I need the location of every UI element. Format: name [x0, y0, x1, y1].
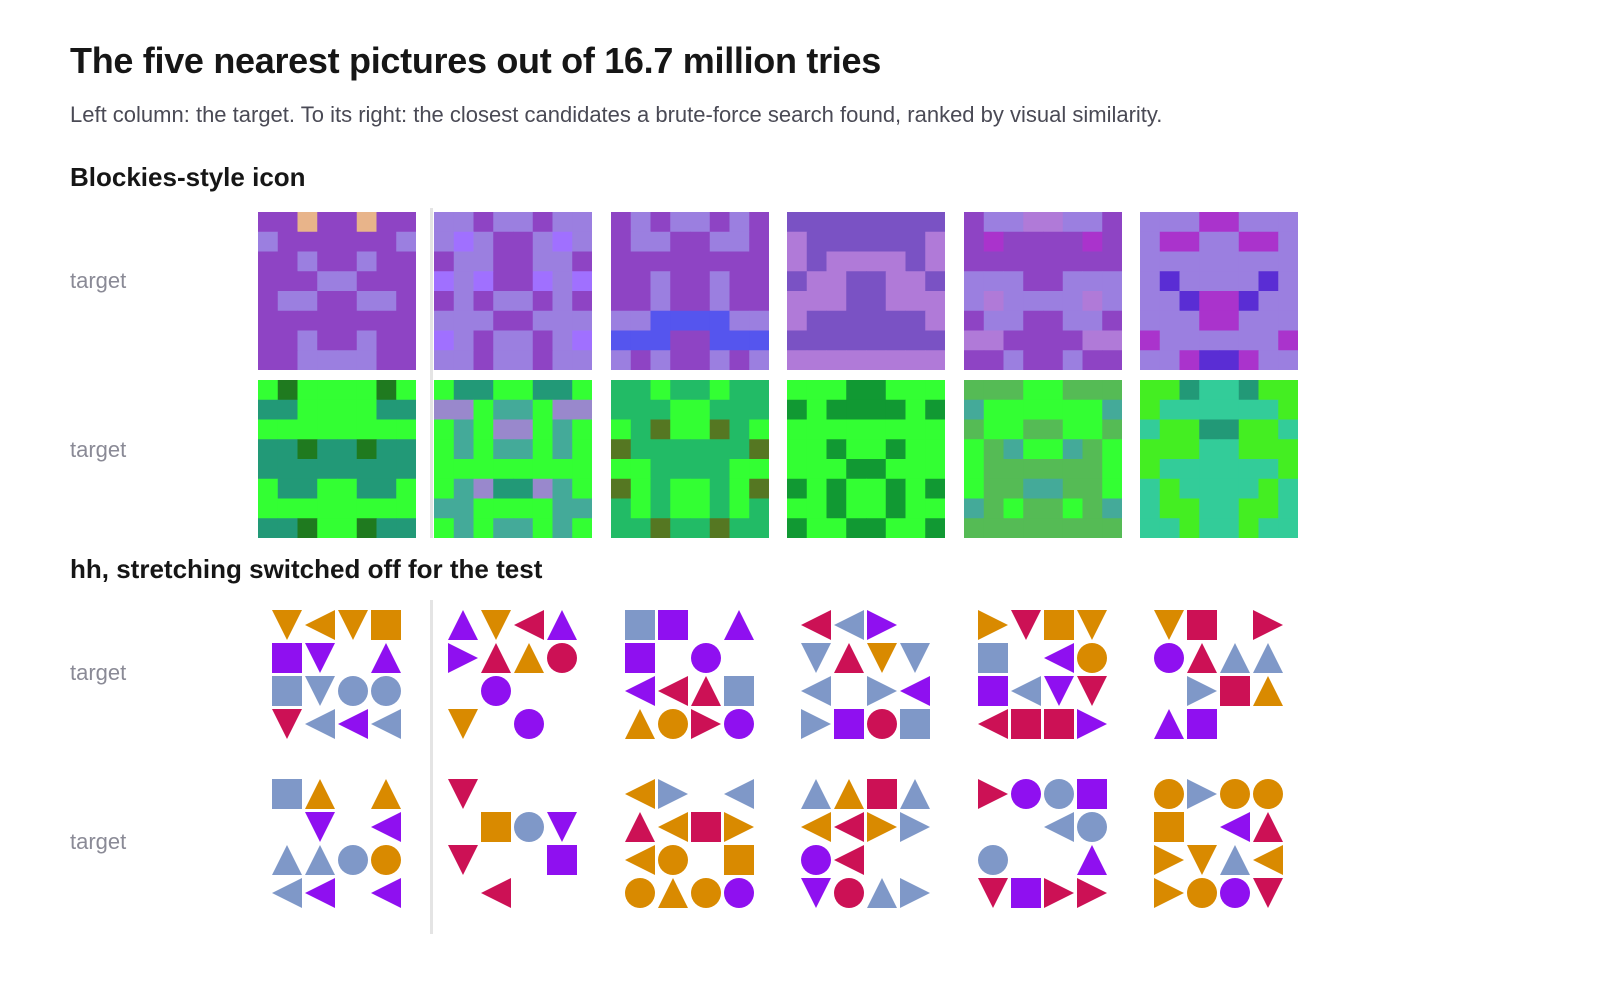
row-label-target: target	[70, 268, 127, 293]
target-image	[258, 765, 416, 923]
candidate-image	[964, 212, 1122, 370]
target-divider	[430, 600, 433, 934]
candidate-image	[1140, 596, 1298, 754]
target-image	[258, 596, 416, 754]
candidate-image	[787, 596, 945, 754]
target-divider	[430, 208, 433, 538]
candidate-image	[787, 380, 945, 538]
row-label-target: target	[70, 829, 127, 854]
row-label-target: target	[70, 660, 127, 685]
row-label-target: target	[70, 437, 127, 462]
candidate-image	[434, 212, 592, 370]
candidate-image	[964, 596, 1122, 754]
candidate-image	[1140, 765, 1298, 923]
page-title: The five nearest pictures out of 16.7 mi…	[70, 40, 881, 81]
candidate-image	[434, 380, 592, 538]
candidate-image	[611, 380, 769, 538]
candidate-image	[964, 380, 1122, 538]
candidate-image	[611, 212, 769, 370]
candidate-image	[434, 765, 592, 923]
candidate-image	[611, 765, 769, 923]
candidate-image	[434, 596, 592, 754]
page-subtitle: Left column: the target. To its right: t…	[70, 102, 1163, 127]
candidate-image	[1140, 212, 1298, 370]
candidate-image	[787, 765, 945, 923]
candidate-image	[611, 596, 769, 754]
target-image	[258, 380, 416, 538]
section-title-shapes: hh, stretching switched off for the test	[70, 554, 543, 584]
section-title-blockies: Blockies-style icon	[70, 162, 306, 192]
candidate-image	[964, 765, 1122, 923]
candidate-image	[787, 212, 945, 370]
candidate-image	[1140, 380, 1298, 538]
target-image	[258, 212, 416, 370]
